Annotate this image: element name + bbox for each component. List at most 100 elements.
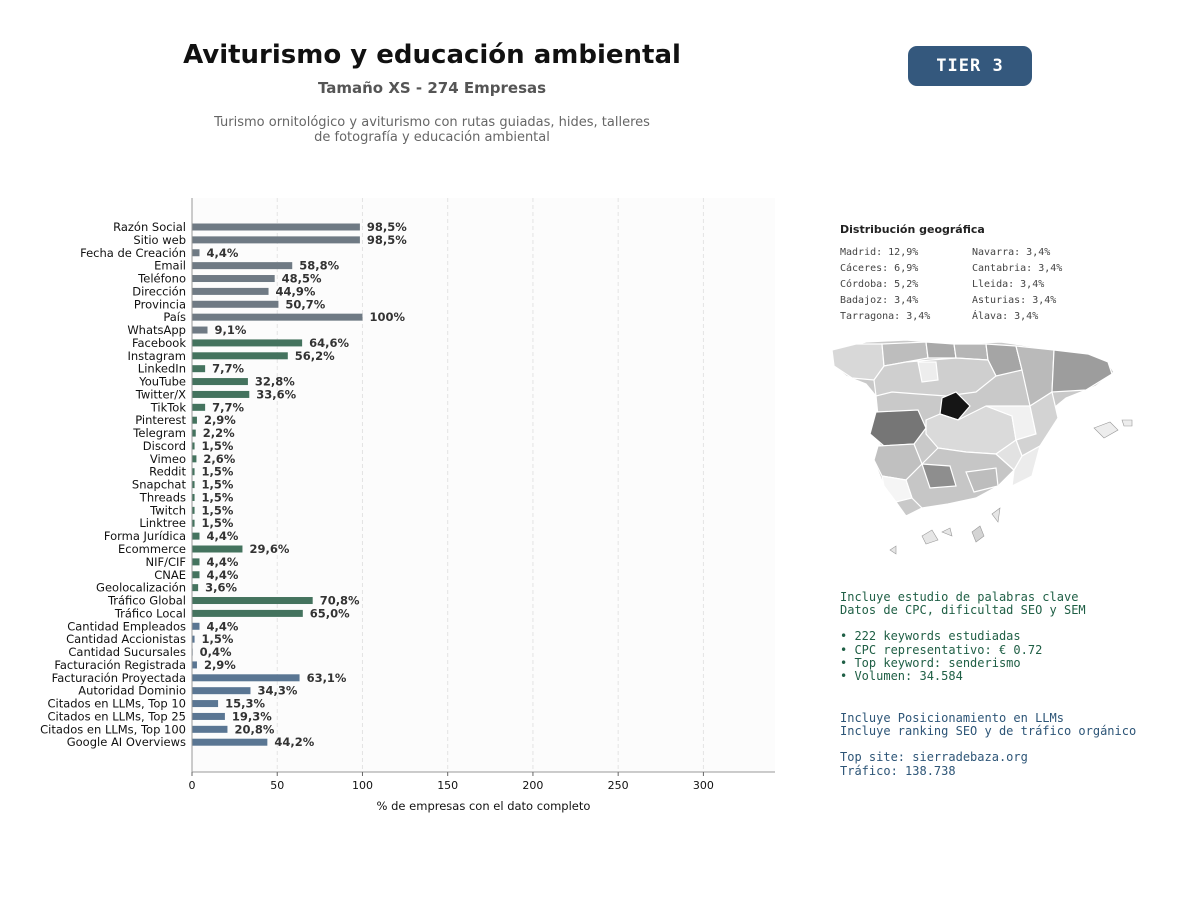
bar (192, 558, 200, 566)
category-label: Autoridad Dominio (78, 684, 186, 698)
bar (192, 687, 251, 695)
category-label: Tráfico Local (114, 606, 186, 620)
value-label: 4,4% (207, 619, 239, 633)
category-label: País (163, 310, 186, 324)
bar (192, 378, 248, 386)
value-label: 50,7% (285, 297, 325, 311)
category-label: Snapchat (132, 478, 187, 492)
bar (192, 262, 293, 270)
top-site-traffic: Tráfico: 138.738 (840, 763, 956, 778)
top-site: Top site: sierradebaza.org (840, 750, 1028, 765)
category-label: CNAE (154, 568, 186, 582)
category-label: Razón Social (113, 220, 186, 234)
keywords-bullet: • 222 keywords estudiadas (840, 629, 1021, 644)
geo-item: Cáceres: 6,9% (840, 263, 919, 274)
value-label: 1,5% (202, 516, 234, 530)
category-label: Linktree (139, 516, 186, 530)
x-tick-label: 200 (522, 779, 543, 792)
category-label: Ecommerce (118, 542, 186, 556)
bar (192, 300, 279, 308)
geo-item: Badajoz: 3,4% (840, 295, 919, 306)
category-label: Cantidad Sucursales (68, 645, 186, 659)
category-label: Discord (143, 439, 186, 453)
value-label: 70,8% (320, 594, 360, 608)
bar (192, 622, 200, 630)
category-label: LinkedIn (138, 362, 186, 376)
bar (192, 481, 195, 489)
category-label: Cantidad Empleados (67, 619, 186, 633)
geo-item: Asturias: 3,4% (972, 295, 1057, 306)
bar (192, 584, 199, 592)
keywords-bullet: • CPC representativo: € 0.72 (840, 642, 1043, 657)
category-label: Facturación Proyectada (52, 671, 186, 685)
value-label: 2,9% (204, 413, 236, 427)
category-label: Instagram (127, 349, 186, 363)
description-line-1: Turismo ornitológico y aviturismo con ru… (214, 115, 650, 130)
category-label: Dirección (132, 284, 186, 298)
value-label: 34,3% (257, 684, 297, 698)
category-label: Reddit (149, 465, 186, 479)
value-label: 20,8% (234, 722, 274, 736)
value-label: 58,8% (299, 259, 339, 273)
keywords-bullet: • Volumen: 34.584 (840, 669, 963, 684)
category-label: Citados en LLMs, Top 100 (40, 722, 186, 736)
bar (192, 661, 197, 669)
category-label: Teléfono (137, 272, 186, 286)
x-tick-label: 150 (437, 779, 458, 792)
value-label: 63,1% (307, 671, 347, 685)
value-label: 1,5% (202, 478, 234, 492)
bar (192, 249, 200, 257)
category-label: Facebook (132, 336, 186, 350)
bar (192, 532, 200, 540)
value-label: 32,8% (255, 375, 295, 389)
category-label: Twitch (149, 503, 186, 517)
bar-chart: Razón Social 98,5% Sitio web 98,5% Fecha de … (40, 198, 775, 813)
category-label: Google AI Overviews (67, 735, 186, 749)
value-label: 100% (369, 310, 405, 324)
geo-item: Cantabria: 3,4% (972, 263, 1063, 274)
category-label: Tráfico Global (107, 594, 186, 608)
description-line-2: de fotografía y educación ambiental (314, 130, 550, 145)
geo-distribution-title: Distribución geográfica (840, 223, 985, 236)
geo-distribution-list: Madrid: 12,9% Navarra: 3,4% Cáceres: 6,9… (840, 245, 1110, 325)
value-label: 1,5% (202, 632, 234, 646)
x-axis-label: % de empresas con el dato completo (377, 799, 591, 813)
category-label: Email (154, 259, 186, 273)
category-label: Vimeo (150, 452, 186, 466)
bar (192, 674, 300, 682)
value-label: 64,6% (309, 336, 349, 350)
geo-item: Lleida: 3,4% (972, 279, 1045, 290)
bar (192, 352, 288, 360)
value-label: 4,4% (207, 555, 239, 569)
value-label: 56,2% (295, 349, 335, 363)
value-label: 4,4% (207, 568, 239, 582)
bar (192, 287, 269, 295)
category-label: Twitter/X (135, 387, 186, 401)
value-label: 7,7% (212, 400, 244, 414)
value-label: 19,3% (232, 709, 272, 723)
category-label: Pinterest (135, 413, 186, 427)
category-label: Citados en LLMs, Top 10 (47, 697, 186, 711)
category-label: Facturación Registrada (54, 658, 186, 672)
x-tick-label: 100 (352, 779, 373, 792)
geo-item: Madrid: 12,9% (840, 247, 919, 258)
page-subtitle: Tamaño XS - 274 Empresas (317, 79, 547, 97)
category-label: Sitio web (133, 233, 186, 247)
value-label: 29,6% (249, 542, 289, 556)
category-label: Telegram (132, 426, 186, 440)
bar (192, 339, 303, 347)
category-label: YouTube (138, 375, 186, 389)
category-label: Fecha de Creación (80, 246, 186, 260)
bar (192, 712, 225, 720)
value-label: 48,5% (282, 272, 322, 286)
category-label: NIF/CIF (145, 555, 186, 569)
keywords-info: Incluye estudio de palabras clave Datos … (840, 590, 1180, 684)
page-description: Turismo ornitológico y aviturismo con ru… (202, 115, 662, 145)
value-label: 98,5% (367, 233, 407, 247)
category-label: Forma Jurídica (104, 529, 186, 543)
bar (192, 506, 195, 514)
bar (192, 390, 250, 398)
value-label: 3,6% (205, 581, 237, 595)
bar (192, 403, 206, 411)
value-label: 2,6% (203, 452, 235, 466)
